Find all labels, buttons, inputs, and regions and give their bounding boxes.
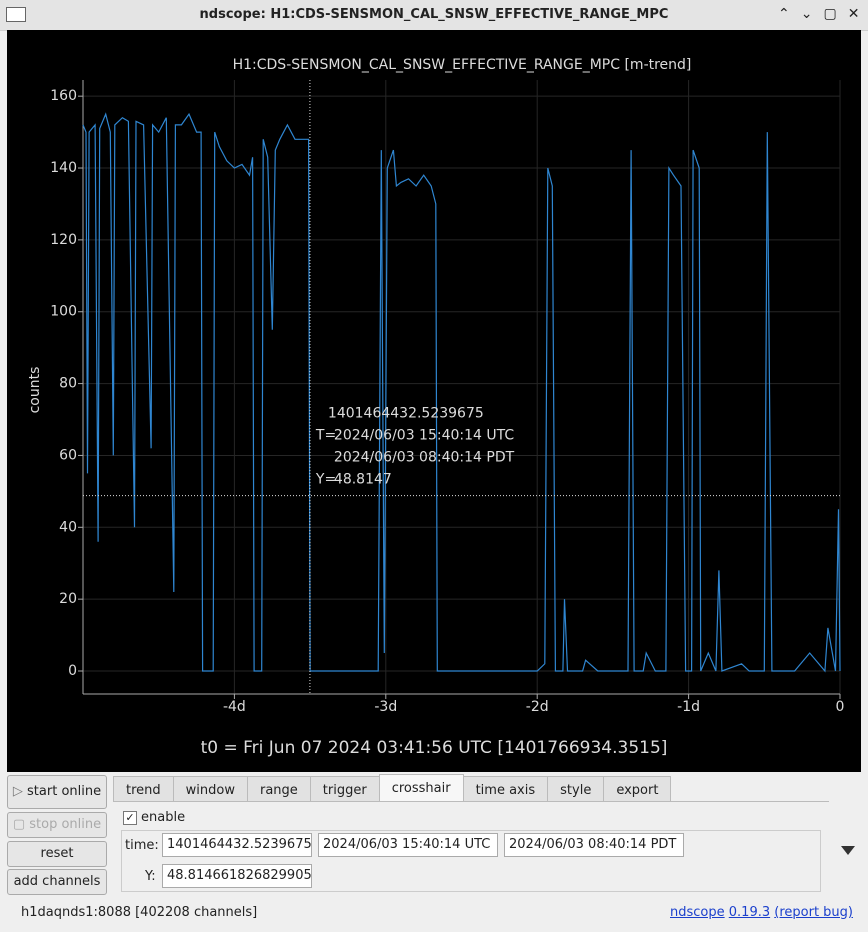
y-tick-label: 160 xyxy=(50,88,77,104)
y-tick-label: 0 xyxy=(68,663,77,679)
status-server: h1daqnds1:8088 [402208 channels] xyxy=(21,905,258,920)
enable-label: enable xyxy=(141,810,186,825)
tab[interactable]: range xyxy=(246,776,311,802)
x-tick-label: -1d xyxy=(677,699,700,715)
x-tick-label: -4d xyxy=(223,699,246,715)
crosshair-group xyxy=(121,830,821,892)
dropdown-arrow[interactable] xyxy=(841,846,855,855)
crosshair-y-value: 48.8147 xyxy=(334,472,392,488)
reset-button[interactable]: reset xyxy=(7,841,107,867)
y-tick-label: 140 xyxy=(50,160,77,176)
x-axis-label: t0 = Fri Jun 07 2024 03:41:56 UTC [14017… xyxy=(201,738,668,758)
y-tick-label: 80 xyxy=(59,376,77,392)
y-tick-label: 40 xyxy=(59,519,77,535)
crosshair-t-prefix: T= xyxy=(315,428,336,444)
window-controls[interactable]: ⌃⌄▢✕ xyxy=(778,6,868,22)
report-link[interactable]: (report bug) xyxy=(774,905,853,920)
version-link[interactable]: 0.19.3 xyxy=(728,905,771,920)
y-tick-label: 120 xyxy=(50,232,77,248)
tab[interactable]: style xyxy=(547,776,605,802)
y-axis-label: counts xyxy=(27,367,43,414)
button-label: start online xyxy=(27,784,102,799)
y-tick-label: 20 xyxy=(59,591,77,607)
x-tick-label: -3d xyxy=(374,699,397,715)
crosshair-gps: 1401464432.5239675 xyxy=(328,406,484,422)
title-bar: ndscope: H1:CDS-SENSMON_CAL_SNSW_EFFECTI… xyxy=(0,0,868,31)
add-channels-button[interactable]: add channels xyxy=(7,869,107,895)
time-label: time: xyxy=(125,838,159,853)
y-tick-label: 100 xyxy=(50,304,77,320)
stop-online-button: ▢ stop online xyxy=(7,812,107,838)
y-tick-label: 60 xyxy=(59,447,77,463)
utc-field[interactable]: 2024/06/03 15:40:14 UTC xyxy=(318,833,498,857)
pdt-field[interactable]: 2024/06/03 08:40:14 PDT xyxy=(504,833,684,857)
tab[interactable]: export xyxy=(603,776,672,802)
tab[interactable]: crosshair xyxy=(378,774,464,802)
tab-divider xyxy=(113,801,829,802)
app-link[interactable]: ndscope xyxy=(670,905,725,920)
y-field[interactable]: 48.814661826829905 xyxy=(162,864,312,888)
tab[interactable]: time axis xyxy=(462,776,549,802)
crosshair-pdt: 2024/06/03 08:40:14 PDT xyxy=(334,450,515,466)
enable-checkbox[interactable]: ✓ xyxy=(123,811,137,825)
x-tick-label: 0 xyxy=(836,699,845,715)
tab[interactable]: window xyxy=(172,776,248,802)
button-label: stop online xyxy=(29,817,102,832)
gps-field[interactable]: 1401464432.5239675 xyxy=(162,833,312,857)
crosshair-y-prefix: Y= xyxy=(315,472,336,488)
tab-bar: trend window range trigger crosshair time axi… xyxy=(113,774,672,802)
x-tick-label: -2d xyxy=(526,699,549,715)
y-label: Y: xyxy=(145,869,156,884)
crosshair-utc: 2024/06/03 15:40:14 UTC xyxy=(334,428,514,444)
plot: H1:CDS-SENSMON_CAL_SNSW_EFFECTIVE_RANGE_… xyxy=(7,30,861,772)
data-line xyxy=(82,112,841,673)
window-icon xyxy=(6,7,26,22)
tab[interactable]: trigger xyxy=(309,776,380,802)
tab[interactable]: trend xyxy=(113,776,174,802)
status-links: ndscope 0.19.3 (report bug) xyxy=(670,905,853,920)
window-title: ndscope: H1:CDS-SENSMON_CAL_SNSW_EFFECTI… xyxy=(199,7,669,22)
chart-title: H1:CDS-SENSMON_CAL_SNSW_EFFECTIVE_RANGE_… xyxy=(233,57,692,73)
start-online-button[interactable]: ▷ start online xyxy=(7,775,107,809)
